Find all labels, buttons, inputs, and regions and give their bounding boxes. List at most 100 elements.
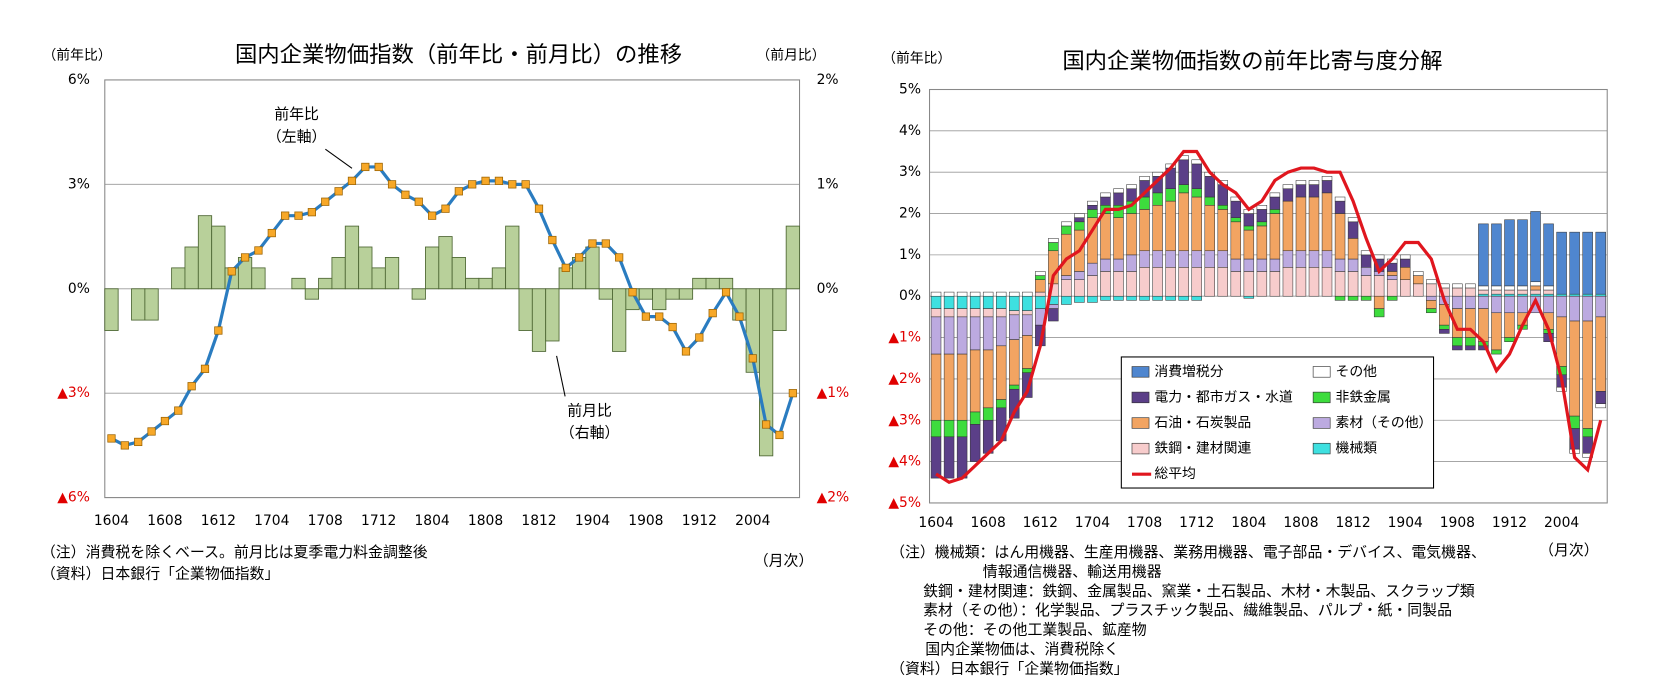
bar-segment	[1595, 293, 1606, 297]
bar-segment	[1504, 295, 1515, 314]
bar-segment	[1530, 281, 1541, 287]
marker	[628, 288, 637, 297]
bar-segment	[1582, 293, 1593, 297]
marker	[307, 208, 316, 217]
bar-segment	[1178, 192, 1189, 252]
bar-segment	[1347, 221, 1359, 239]
marker	[214, 326, 223, 335]
marker	[762, 420, 771, 429]
bar	[505, 225, 520, 290]
bar-segment	[1504, 312, 1515, 338]
bar-segment	[1360, 275, 1372, 297]
marker	[481, 176, 490, 185]
bar-segment	[969, 291, 981, 297]
bar-segment	[1035, 295, 1046, 309]
bar-segment	[943, 353, 955, 421]
y-tick-label: ▲1%	[888, 330, 921, 346]
x-tick-label: 1604	[94, 513, 129, 529]
bar-segment	[1530, 295, 1541, 314]
bar-segment	[1165, 267, 1176, 297]
bar	[705, 277, 720, 290]
bar-segment	[1009, 384, 1020, 390]
bar-segment	[1009, 310, 1020, 316]
bar-segment	[1087, 295, 1098, 303]
bar-segment	[1022, 310, 1033, 316]
y-tick-label: ▲5%	[888, 495, 921, 511]
y-tick-label: 5%	[899, 82, 921, 98]
bar-segment	[1582, 231, 1593, 295]
y2-axis-label: （前月比）	[756, 46, 825, 63]
bar-segment	[1517, 285, 1528, 291]
bar-segment	[1426, 300, 1437, 309]
bar-segment	[1087, 200, 1098, 206]
bar-segment	[1282, 250, 1294, 268]
bar-segment	[1582, 320, 1593, 429]
bar-segment	[982, 316, 994, 351]
bar-segment	[1373, 295, 1385, 309]
bar-segment	[1269, 213, 1281, 260]
bar-segment	[1113, 192, 1124, 206]
bar-segment	[1504, 289, 1515, 295]
x-tick-label: 1704	[254, 513, 289, 529]
y-tick-label: 0%	[817, 281, 839, 297]
bar	[451, 257, 466, 290]
marker	[281, 211, 290, 220]
bar-segment	[1439, 324, 1450, 330]
bar	[411, 288, 426, 300]
note: 国内企業物価は、消費税除く	[925, 640, 1119, 658]
bar-segment	[1230, 200, 1242, 218]
bar-segment	[1569, 415, 1580, 429]
bar-segment	[1256, 221, 1268, 227]
bar-segment	[1478, 293, 1489, 297]
bar-segment	[1426, 283, 1437, 297]
bar-segment	[1139, 176, 1150, 181]
marker	[655, 312, 664, 321]
marker	[147, 427, 156, 436]
bar-segment	[1491, 295, 1502, 314]
bar-segment	[1491, 293, 1502, 297]
bar-segment	[930, 291, 942, 297]
bar-segment	[1087, 262, 1098, 276]
bar-segment	[1061, 279, 1072, 297]
bar-segment	[1009, 291, 1020, 297]
marker	[187, 382, 196, 391]
bar	[344, 225, 360, 290]
bar	[678, 288, 694, 300]
bar-segment	[1543, 285, 1554, 291]
bar-segment	[1074, 295, 1085, 303]
bar-segment	[956, 353, 968, 421]
bar-segment	[1347, 271, 1359, 297]
bar-segment	[1295, 250, 1307, 268]
bar-segment	[1517, 293, 1528, 297]
bar-segment	[1269, 271, 1281, 297]
bar-segment	[1269, 209, 1281, 214]
bar-segment	[1100, 295, 1111, 301]
bar-segment	[1178, 159, 1189, 185]
bar-segment	[1413, 275, 1424, 285]
marker	[494, 176, 504, 185]
bar-segment	[956, 295, 968, 309]
marker	[615, 253, 624, 262]
legend-label: 鉄鋼・建材関連	[1154, 441, 1251, 457]
note: その他：その他工業製品、鉱産物	[923, 621, 1147, 639]
bar-segment	[1152, 192, 1163, 206]
annotation: 前年比	[274, 105, 319, 123]
bar-segment	[1191, 250, 1202, 268]
bar-segment	[1243, 213, 1255, 227]
bar-segment	[1452, 337, 1463, 347]
bar-segment	[1178, 250, 1189, 268]
marker	[748, 354, 757, 363]
bar-segment	[1087, 205, 1098, 210]
bar-segment	[995, 316, 1007, 347]
x-tick-label: 1908	[628, 513, 663, 529]
bar-segment	[1152, 250, 1163, 268]
y-tick-label: ▲2%	[817, 490, 850, 506]
x-tick-label: 1804	[415, 513, 450, 529]
y-tick-label: ▲2%	[888, 371, 921, 387]
bar-segment	[1152, 205, 1163, 252]
legend-label: 電力・都市ガス・水道	[1154, 388, 1293, 405]
bar-segment	[1478, 223, 1489, 287]
x-tick-label: 1908	[1440, 515, 1475, 531]
bar-segment	[943, 308, 955, 318]
